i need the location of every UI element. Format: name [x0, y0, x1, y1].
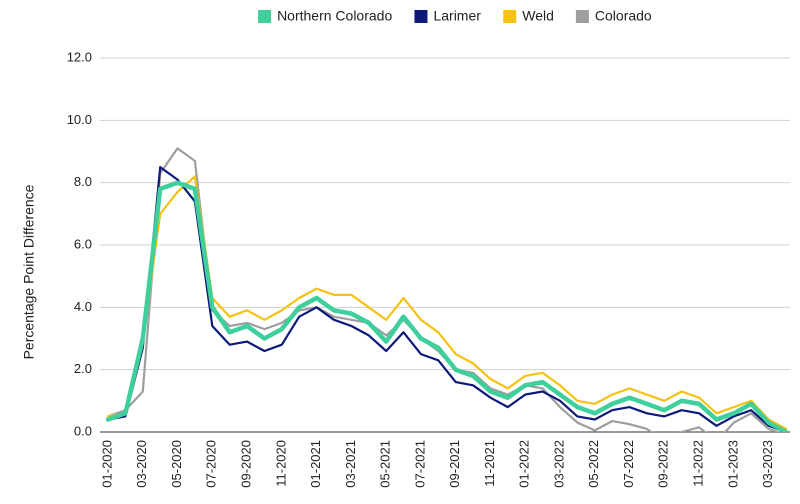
x-tick-label: 01-2021: [308, 440, 323, 488]
y-tick-label: 10.0: [67, 112, 92, 127]
x-tick-label: 01-2022: [517, 440, 532, 488]
x-tick-label: 07-2022: [621, 440, 636, 488]
x-tick-label: 05-2021: [378, 440, 393, 488]
legend-item: Colorado: [575, 8, 652, 24]
x-tick-label: 05-2020: [169, 440, 184, 488]
x-tick-label: 03-2023: [760, 440, 775, 488]
x-tick-label: 01-2020: [99, 440, 114, 488]
legend-label: Weld: [522, 8, 554, 24]
legend-item: Larimer: [414, 8, 481, 24]
legend-swatch: [503, 10, 517, 23]
y-tick-label: 12.0: [67, 49, 92, 64]
series-line: [106, 166, 788, 432]
legend-label: Larimer: [433, 8, 481, 24]
legend-item: Weld: [503, 8, 554, 24]
x-tick-label: 09-2022: [656, 440, 671, 488]
x-tick-label: 11-2022: [691, 440, 706, 487]
series-line: [106, 175, 788, 430]
x-tick-label: 09-2020: [239, 440, 254, 488]
y-axis-title: Percentage Point Difference: [21, 184, 37, 359]
plot-area: [105, 147, 789, 432]
legend-swatch: [258, 10, 272, 23]
y-tick-label: 4.0: [74, 299, 92, 314]
x-tick-label: 03-2022: [551, 440, 566, 488]
y-tick-label: 0.0: [74, 423, 92, 438]
x-tick-label: 09-2021: [447, 440, 462, 488]
y-tick-label: 8.0: [74, 174, 92, 189]
series-line: [105, 180, 789, 432]
x-tick-label: 11-2021: [482, 440, 497, 487]
x-tick-label: 01-2023: [725, 440, 740, 488]
legend-label: Northern Colorado: [277, 8, 392, 24]
legend-item: Northern Colorado: [258, 8, 392, 24]
x-tick-label: 07-2021: [412, 440, 427, 488]
x-tick-label: 03-2020: [134, 440, 149, 488]
x-tick-label: 07-2020: [204, 440, 219, 488]
legend-swatch: [414, 10, 428, 23]
legend-swatch: [575, 10, 589, 23]
x-tick-label: 03-2021: [343, 440, 358, 488]
legend-label: Colorado: [595, 8, 652, 24]
y-tick-label: 2.0: [74, 361, 92, 376]
x-tick-label: 05-2022: [586, 440, 601, 488]
y-tick-label: 6.0: [74, 236, 92, 251]
x-tick-label: 11-2020: [273, 440, 288, 487]
